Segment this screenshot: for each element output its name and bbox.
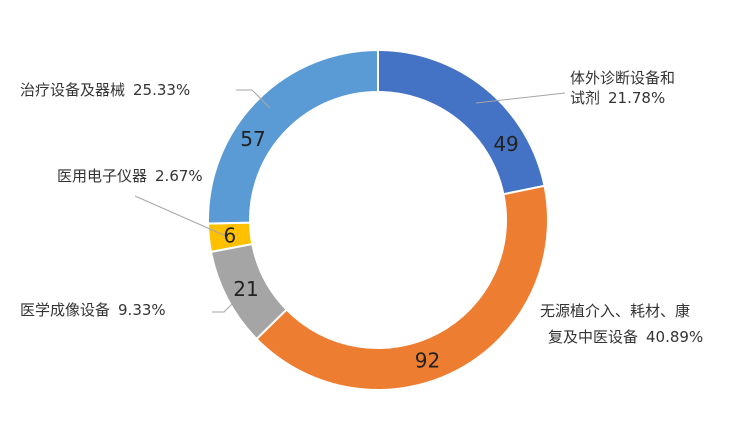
slice-value-3: 6 [223, 224, 236, 248]
slice-label-1: 无源植介入、耗材、康 复及中医设备 40.89% [540, 298, 703, 350]
leader-line-2 [212, 299, 237, 313]
slice-name: 体外诊断设备和 [570, 69, 676, 87]
slice-name: 无源植介入、耗材、康 [540, 302, 691, 320]
leader-line-0 [475, 92, 566, 104]
slice-percent: 40.89% [646, 328, 704, 346]
slice-value-4: 57 [240, 127, 265, 151]
slice-label-2: 医学成像设备 9.33% [20, 300, 166, 320]
slice-name: 治疗设备及器械 [20, 81, 126, 99]
slice-value-1: 92 [415, 349, 440, 373]
slice-name: 试剂 [570, 89, 601, 107]
slice-percent: 9.33% [118, 301, 166, 319]
slice-percent: 25.33% [133, 81, 191, 99]
slice-name: 医用电子仪器 [57, 167, 148, 185]
donut-slice-0 [377, 48, 546, 196]
donut-slice-4 [207, 48, 379, 225]
slice-label-3: 医用电子仪器 2.67% [57, 166, 203, 186]
leader-line-4 [236, 89, 271, 109]
slice-label-0: 体外诊断设备和 试剂 21.78% [570, 68, 675, 108]
slice-value-0: 49 [493, 132, 518, 156]
slice-percent: 2.67% [155, 167, 203, 185]
slice-value-2: 21 [233, 277, 258, 301]
slice-label-4: 治疗设备及器械 25.33% [20, 80, 190, 100]
slice-percent: 21.78% [608, 89, 666, 107]
slice-name: 复及中医设备 [548, 328, 639, 346]
slice-name: 医学成像设备 [20, 301, 111, 319]
donut-slice-1 [255, 184, 549, 391]
leader-line-3 [134, 195, 227, 237]
